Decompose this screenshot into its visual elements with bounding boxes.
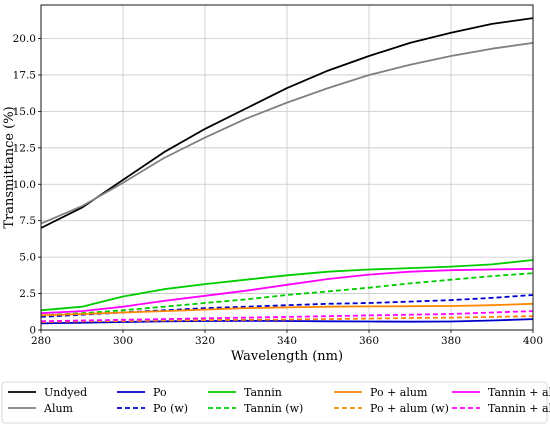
x-tick-label: 340: [277, 335, 297, 347]
series-line-1: [40, 42, 534, 225]
legend-label: Po + alum (w): [370, 402, 449, 415]
y-tick-label: 17.5: [13, 69, 36, 81]
x-tick-label: 400: [523, 335, 543, 347]
x-axis-label: Wavelength (nm): [231, 349, 343, 364]
legend-label: Tannin + alum (w): [488, 402, 550, 415]
legend-label: Po + alum: [370, 386, 428, 399]
series-line-2: [40, 318, 534, 325]
series-line-4: [40, 259, 534, 312]
legend-label: Alum: [43, 402, 74, 415]
legend-label: Tannin (w): [244, 402, 303, 415]
series-line-8: [40, 267, 534, 315]
y-tick-label: 15.0: [13, 106, 36, 118]
x-tick-label: 320: [195, 335, 215, 347]
series-line-6: [40, 302, 534, 317]
y-tick-label: 12.5: [13, 142, 36, 154]
x-tick-label: 280: [31, 335, 51, 347]
y-tick-label: 0: [29, 325, 36, 337]
y-tick-label: 20.0: [13, 33, 36, 45]
series-lines: [40, 17, 534, 325]
y-tick-label: 2.5: [19, 288, 36, 300]
y-tick-label: 10.0: [13, 179, 36, 191]
y-tick-label: 7.5: [19, 215, 36, 227]
x-tick-label: 360: [359, 335, 379, 347]
series-line-0: [40, 17, 534, 229]
y-axis-label: Transmittance (%): [2, 106, 17, 228]
x-tick-label: 380: [441, 335, 461, 347]
legend-label: Tannin + alum: [488, 386, 550, 399]
legend: Undyed Alum Po Po (w) Tannin Tannin (w) Po + a…: [1, 381, 550, 424]
grid-lines: [40, 5, 534, 331]
legend-label: Undyed: [44, 386, 87, 399]
axis-ticks: 280 300 320 340 360 380 400 0 2.5 5.0 7.5 10.0 12.5 1…: [13, 33, 543, 347]
series-line-9: [40, 310, 534, 323]
legend-label: Tannin: [244, 386, 282, 399]
legend-label: Po (w): [153, 402, 188, 415]
series-line-5: [40, 272, 534, 317]
y-tick-label: 5.0: [19, 252, 36, 264]
x-tick-label: 300: [113, 335, 133, 347]
series-line-7: [40, 315, 534, 323]
legend-label: Po: [153, 386, 167, 399]
